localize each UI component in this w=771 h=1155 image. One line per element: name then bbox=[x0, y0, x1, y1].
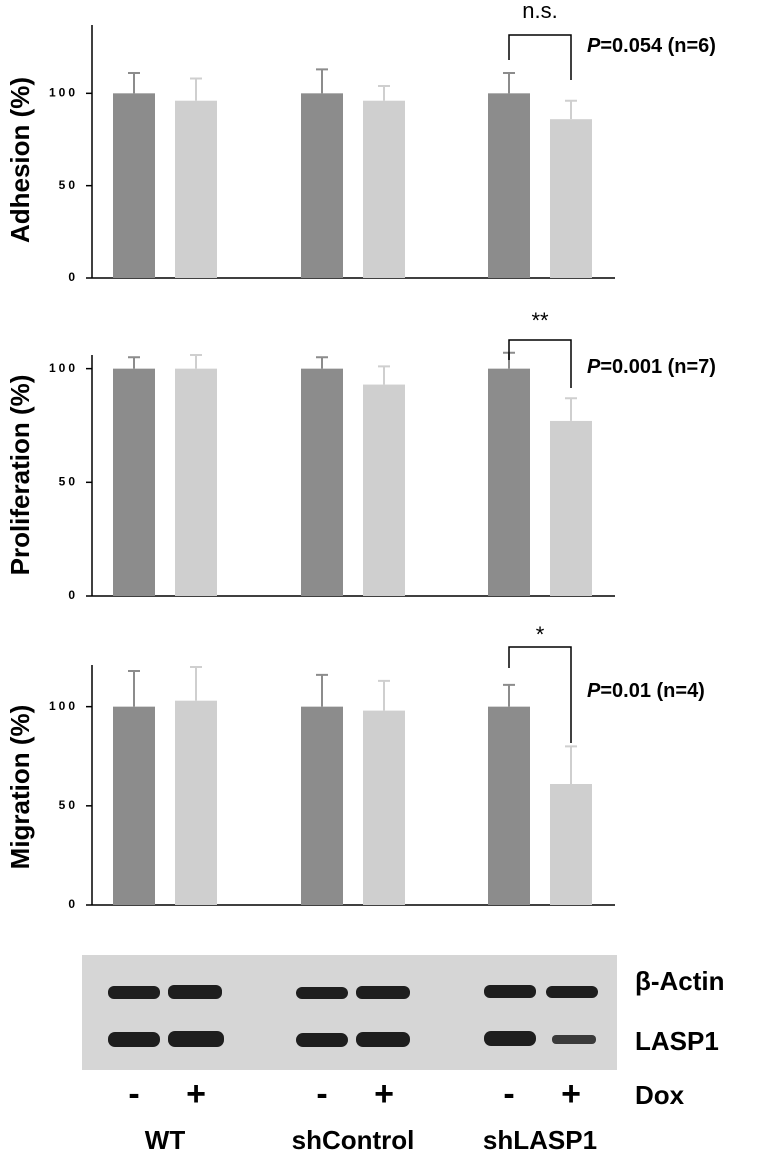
p-symbol: P bbox=[587, 35, 601, 57]
y-tick-label: 50 bbox=[59, 474, 78, 488]
bar bbox=[113, 368, 155, 596]
error-bar bbox=[128, 72, 140, 94]
p-text: =0.01 (n=4) bbox=[600, 680, 705, 702]
treatment-sign: + bbox=[561, 1075, 581, 1113]
y-tick-label: 50 bbox=[59, 178, 78, 192]
error-bar bbox=[190, 354, 202, 369]
significance-bracket bbox=[508, 34, 572, 80]
band-label: LASP1 bbox=[635, 1026, 719, 1056]
bar bbox=[175, 700, 217, 905]
bar bbox=[488, 368, 530, 596]
significance-label: n.s. bbox=[522, 0, 557, 23]
error-bar bbox=[565, 397, 577, 421]
p-value-annotation: P=0.01 (n=4) bbox=[587, 680, 705, 702]
y-tick-label: 0 bbox=[68, 897, 78, 911]
bar bbox=[550, 119, 592, 278]
blot-bands bbox=[108, 985, 598, 1047]
group-label: shLASP1 bbox=[483, 1125, 597, 1155]
bar bbox=[488, 93, 530, 279]
bar bbox=[175, 100, 217, 278]
error-bar bbox=[190, 77, 202, 101]
y-tick-label: 100 bbox=[49, 86, 78, 100]
error-bar bbox=[316, 356, 328, 369]
error-bar bbox=[378, 365, 390, 385]
y-tick-label: 0 bbox=[68, 588, 78, 602]
y-tick-label: 100 bbox=[49, 699, 78, 713]
blot-background bbox=[82, 955, 617, 1070]
bar bbox=[175, 368, 217, 596]
band-label: β-Actin bbox=[635, 966, 725, 996]
bar bbox=[488, 706, 530, 905]
y-axis-label: Adhesion (%) bbox=[5, 77, 35, 243]
p-text: =0.001 (n=7) bbox=[600, 356, 716, 378]
significance-bracket bbox=[508, 339, 572, 388]
group-label: WT bbox=[145, 1125, 186, 1155]
error-bar bbox=[128, 356, 140, 369]
error-bar bbox=[378, 84, 390, 101]
p-value-annotation: P=0.054 (n=6) bbox=[587, 35, 716, 57]
error-bar bbox=[565, 99, 577, 120]
bar bbox=[363, 710, 405, 905]
error-bar bbox=[565, 745, 577, 785]
bar bbox=[550, 784, 592, 905]
p-symbol: P bbox=[587, 680, 601, 702]
y-tick-label: 0 bbox=[68, 270, 78, 284]
treatment-sign: - bbox=[128, 1075, 139, 1113]
p-text: =0.054 (n=6) bbox=[600, 35, 716, 57]
error-bar bbox=[190, 665, 202, 701]
error-bar bbox=[378, 679, 390, 711]
significance-label: * bbox=[536, 622, 545, 647]
error-bar bbox=[503, 683, 515, 707]
bar bbox=[113, 706, 155, 905]
group-label: shControl bbox=[292, 1125, 415, 1155]
bar bbox=[113, 93, 155, 279]
error-bar bbox=[128, 669, 140, 707]
treatment-label: Dox bbox=[635, 1080, 685, 1110]
bar bbox=[301, 706, 343, 905]
y-tick-label: 100 bbox=[49, 361, 78, 375]
treatment-sign: + bbox=[186, 1075, 206, 1113]
p-symbol: P bbox=[587, 356, 601, 378]
error-bar bbox=[316, 673, 328, 707]
bar bbox=[301, 93, 343, 279]
error-bar bbox=[316, 68, 328, 94]
y-tick-label: 50 bbox=[59, 798, 78, 812]
treatment-sign: + bbox=[374, 1075, 394, 1113]
bar bbox=[550, 420, 592, 596]
bar bbox=[363, 100, 405, 278]
treatment-sign: - bbox=[503, 1075, 514, 1113]
bar bbox=[301, 368, 343, 596]
significance-bracket bbox=[508, 646, 572, 743]
western-blot bbox=[82, 955, 617, 1070]
y-axis-label: Proliferation (%) bbox=[5, 375, 35, 576]
treatment-sign: - bbox=[316, 1075, 327, 1113]
error-bar bbox=[503, 72, 515, 94]
y-axis-label: Migration (%) bbox=[5, 705, 35, 870]
bar bbox=[363, 384, 405, 596]
significance-label: ** bbox=[531, 308, 549, 333]
p-value-annotation: P=0.001 (n=7) bbox=[587, 356, 716, 378]
